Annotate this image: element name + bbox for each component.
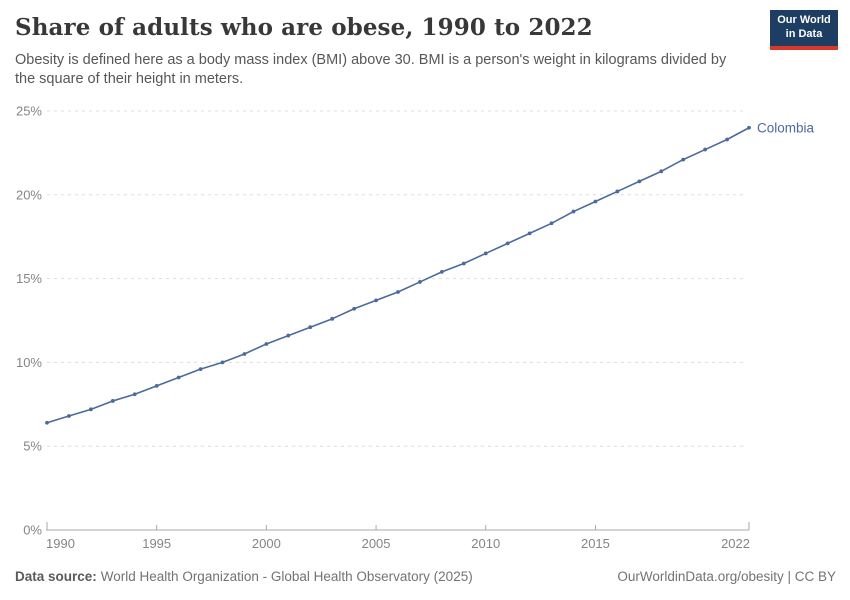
data-point-2013 [549,221,554,226]
data-point-2007 [418,280,422,284]
data-point-2020 [703,147,708,152]
y-axis-label-5: 5% [23,439,42,454]
data-point-1993 [110,399,115,403]
data-point-2011 [505,241,510,246]
data-point-1994 [132,392,137,397]
data-point-1995 [154,383,159,388]
series-label-colombia[interactable]: Colombia [757,120,815,135]
x-axis-label-2010: 2010 [471,536,500,551]
data-point-2014 [571,209,576,214]
data-source: Data source: World Health Organization - … [15,569,473,584]
series-line-colombia [46,127,750,424]
data-point-2021 [725,137,729,142]
data-point-1999 [242,352,247,356]
owid-logo-line2: in Data [785,28,823,40]
data-point-1997 [198,367,203,372]
data-point-1998 [220,360,225,365]
chart-footer: Data source: World Health Organization - … [15,569,836,584]
x-axis-label-1990: 1990 [46,536,75,551]
data-point-2017 [637,179,642,184]
data-point-2010 [483,251,488,256]
data-point-2002 [308,325,313,330]
data-point-2009 [461,261,466,266]
chart-subtitle: Obesity is defined here as a body mass i… [15,52,727,87]
chart-title: Share of adults who are obese, 1990 to 2… [15,14,593,41]
data-point-2006 [396,290,400,294]
data-point-2003 [330,316,335,321]
x-axis-label-2015: 2015 [581,536,610,551]
owid-logo[interactable]: Our World in Data [770,10,838,50]
owid-link[interactable]: OurWorldinData.org/obesity | CC BY [617,569,836,584]
data-point-2008 [439,269,444,274]
y-axis-label-0: 0% [23,523,42,538]
y-axis-label-20: 20% [16,187,42,202]
x-axis-label-2000: 2000 [252,536,281,551]
data-source-label: Data source: [15,569,97,584]
data-point-1996 [176,375,181,380]
data-point-1991 [67,414,71,418]
data-point-2015 [593,199,598,204]
data-source-value: World Health Organization - Global Healt… [100,569,473,584]
data-point-2016 [615,189,620,194]
data-point-1992 [88,407,93,412]
x-axis-label-2022: 2022 [721,536,750,551]
data-point-2005 [374,298,378,303]
y-axis-label-10: 10% [16,355,42,370]
y-axis-label-25: 25% [16,104,42,119]
data-point-2004 [352,306,357,311]
data-point-2022 [747,125,751,130]
data-point-2001 [286,333,291,338]
x-axis-label-2005: 2005 [362,536,391,551]
x-axis-label-1995: 1995 [142,536,171,551]
data-point-2019 [681,157,686,162]
data-point-2000 [264,342,269,346]
data-point-1990 [45,420,49,425]
data-point-2012 [527,231,532,236]
owid-logo-line1: Our World [777,14,831,27]
y-axis-label-15: 15% [16,271,42,286]
data-point-2018 [659,169,664,174]
